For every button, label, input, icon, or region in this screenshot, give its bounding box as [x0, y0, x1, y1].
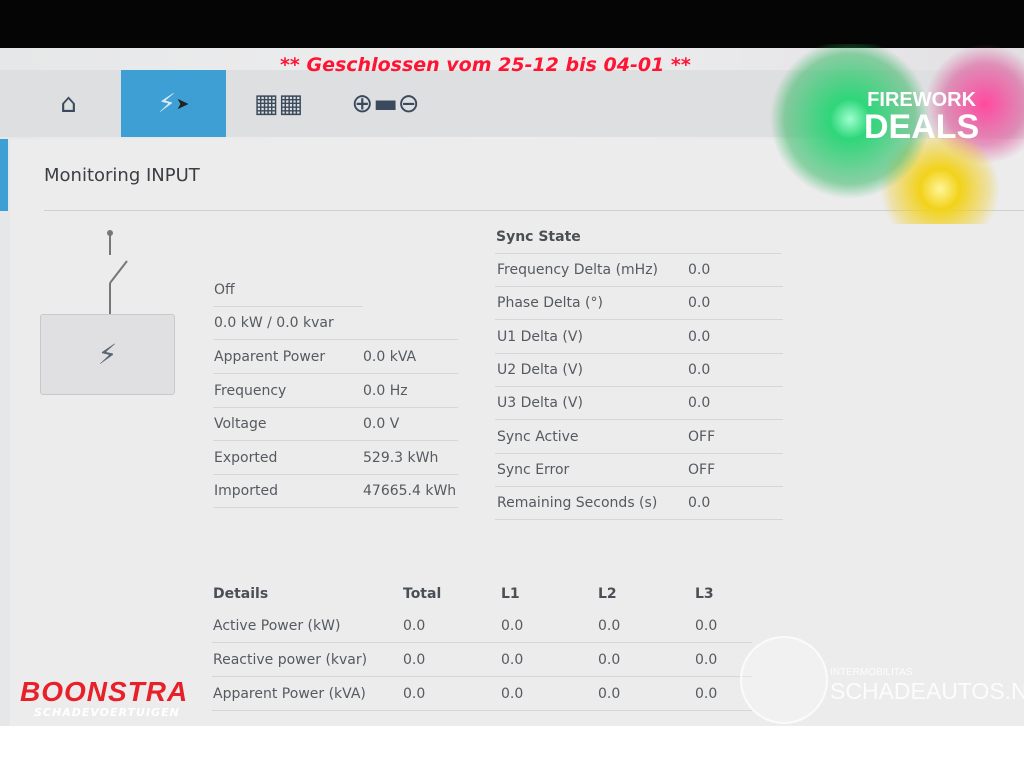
status-row: Frequency 0.0 Hz — [213, 375, 458, 408]
sync-label: Sync Error — [497, 461, 570, 478]
grid-device-box[interactable]: ⚡ — [40, 314, 175, 395]
details-header: Details Total L1 L2 L3 — [212, 577, 752, 610]
status-value: 0.0 kVA — [363, 349, 417, 365]
sync-label: U1 Delta (V) — [497, 328, 583, 345]
boonstra-logo: BOONSTRA — [20, 676, 189, 707]
status-value: 529.3 kWh — [363, 449, 439, 466]
tab-buildings[interactable]: ▦▦ — [226, 70, 331, 137]
sync-value: 0.0 — [688, 262, 711, 278]
details-cell: Active Power (kW) — [213, 618, 341, 634]
status-label: Exported — [214, 449, 278, 466]
globe-logo-icon — [740, 636, 828, 724]
details-cell: 0.0 — [598, 686, 621, 702]
sync-label: Frequency Delta (mHz) — [497, 262, 659, 278]
sync-label: Sync Active — [497, 428, 579, 445]
details-row: Active Power (kW) 0.0 0.0 0.0 0.0 — [212, 610, 752, 643]
details-header-cell: L2 — [598, 585, 617, 602]
status-label: Apparent Power — [214, 349, 326, 365]
photo-bottom-border — [0, 726, 1024, 768]
details-row: Apparent Power (kVA) 0.0 0.0 0.0 0.0 — [212, 678, 752, 711]
home-icon: ⌂ — [60, 88, 77, 119]
sync-row: Frequency Delta (mHz) 0.0 — [495, 254, 783, 287]
sync-value: OFF — [688, 461, 716, 478]
status-value: 0.0 V — [363, 416, 400, 432]
sync-row: Phase Delta (°) 0.0 — [495, 287, 783, 321]
details-row: Reactive power (kvar) 0.0 0.0 0.0 0.0 — [212, 644, 752, 677]
status-label: Imported — [214, 483, 278, 499]
details-header-cell: L1 — [501, 585, 520, 602]
sync-value: 0.0 — [688, 395, 711, 412]
power-pylon-icon: ⚡ — [157, 88, 176, 119]
details-cell: 0.0 — [695, 686, 718, 702]
sync-title: Sync State — [495, 221, 781, 254]
battery-icon: ⊕▬⊖ — [351, 88, 420, 119]
status-power: 0.0 kW / 0.0 kvar — [213, 307, 458, 340]
sync-row: U1 Delta (V) 0.0 — [495, 321, 783, 354]
status-row: Voltage 0.0 V — [213, 408, 458, 441]
details-cell: 0.0 — [598, 618, 621, 634]
details-cell: 0.0 — [695, 652, 718, 668]
details-header-cell: Details — [213, 585, 269, 602]
buildings-icon: ▦▦ — [253, 88, 304, 119]
sync-value: 0.0 — [688, 328, 711, 345]
fireworks-graphic — [755, 44, 1024, 224]
page-title: Monitoring INPUT — [44, 165, 200, 186]
status-value: 0.0 Hz — [363, 382, 408, 399]
details-header-cell: L3 — [695, 585, 714, 602]
status-label: Voltage — [214, 416, 267, 432]
status-state: Off — [213, 274, 363, 307]
sync-row: Sync Error OFF — [495, 454, 783, 487]
power-pylon-icon: ⚡ — [97, 338, 118, 371]
sync-label: U2 Delta (V) — [497, 361, 583, 378]
status-row: Exported 529.3 kWh — [213, 442, 458, 475]
details-cell: 0.0 — [695, 618, 718, 634]
breaker-switch-icon — [107, 230, 128, 315]
boonstra-subtitle: SCHADEVOERTUIGEN — [34, 706, 180, 719]
closed-banner: ** Geschlossen vom 25-12 bis 04-01 ** — [280, 54, 691, 76]
details-header-cell: Total — [403, 585, 442, 602]
sync-label: Phase Delta (°) — [497, 295, 603, 312]
sync-value: 0.0 — [688, 495, 711, 512]
details-cell: 0.0 — [403, 652, 426, 668]
sync-row: U3 Delta (V) 0.0 — [495, 387, 783, 421]
sync-label: U3 Delta (V) — [497, 395, 583, 412]
side-accent — [0, 139, 8, 211]
details-cell: Reactive power (kvar) — [213, 652, 368, 668]
tab-grid-input[interactable]: ⚡ ➤ — [121, 70, 226, 137]
status-row: Apparent Power 0.0 kVA — [213, 341, 458, 374]
sync-value: OFF — [688, 428, 716, 445]
status-row: Imported 47665.4 kWh — [213, 475, 458, 508]
status-value: 47665.4 kWh — [363, 483, 457, 499]
details-cell: 0.0 — [501, 618, 524, 634]
sync-value: 0.0 — [688, 361, 711, 378]
tab-battery[interactable]: ⊕▬⊖ — [333, 70, 438, 137]
divider — [44, 210, 1024, 211]
sync-row: Sync Active OFF — [495, 421, 783, 454]
photo-top-border — [0, 0, 1024, 48]
details-cell: 0.0 — [403, 686, 426, 702]
details-cell: Apparent Power (kVA) — [213, 686, 366, 702]
details-cell: 0.0 — [598, 652, 621, 668]
details-cell: 0.0 — [501, 686, 524, 702]
firework-deals-promo[interactable]: FIREWORK DEALS — [864, 89, 980, 146]
content-panel — [10, 139, 1024, 726]
details-cell: 0.0 — [501, 652, 524, 668]
cursor-icon: ➤ — [175, 94, 190, 113]
schadeautos-watermark: INTERMOBILITAS SCHADEAUTOS.NL — [830, 667, 1024, 704]
details-cell: 0.0 — [403, 618, 426, 634]
status-label: Frequency — [214, 382, 287, 399]
tab-home[interactable]: ⌂ — [16, 70, 121, 137]
sync-value: 0.0 — [688, 295, 711, 312]
sync-row: U2 Delta (V) 0.0 — [495, 354, 783, 387]
sync-label: Remaining Seconds (s) — [497, 495, 658, 512]
sync-row: Remaining Seconds (s) 0.0 — [495, 487, 783, 521]
